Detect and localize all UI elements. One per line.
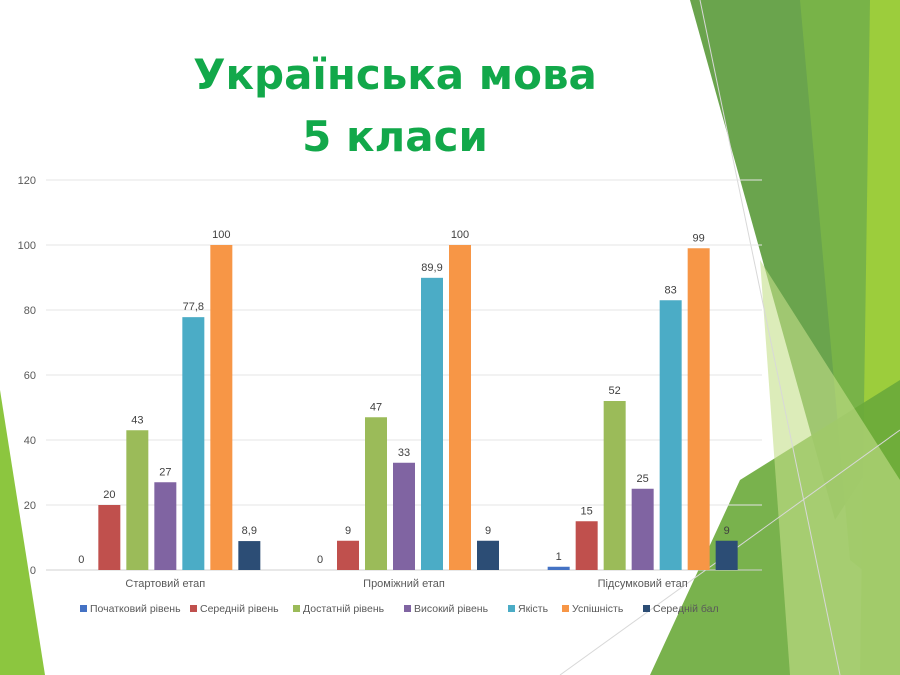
light-green-shape <box>760 260 900 675</box>
bar-0-2 <box>547 566 570 570</box>
bar-3-1 <box>393 462 415 570</box>
bar-1-1 <box>337 540 359 570</box>
bar-5-2 <box>687 248 710 570</box>
bar-4-0 <box>182 317 205 570</box>
data-label: 25 <box>637 473 649 485</box>
y-tick-label: 0 <box>30 565 36 577</box>
bar-4-2 <box>659 300 682 570</box>
legend-label: Успішність <box>572 603 624 615</box>
data-label: 89,9 <box>421 262 442 274</box>
data-label: 20 <box>103 489 115 501</box>
category-label: Стартовий етап <box>125 578 205 590</box>
bar-3-0 <box>154 482 177 570</box>
bar-2-0 <box>126 430 149 570</box>
bar-5-0 <box>210 245 233 570</box>
bar-2-1 <box>365 417 387 570</box>
data-label: 43 <box>131 414 143 426</box>
legend-swatch-5 <box>562 605 569 612</box>
data-label: 52 <box>609 385 621 397</box>
bar-6-1 <box>477 540 499 570</box>
bar-1-2 <box>575 521 598 570</box>
y-tick-label: 40 <box>24 435 36 447</box>
y-tick-label: 80 <box>24 305 36 317</box>
y-tick-label: 20 <box>24 500 36 512</box>
category-label: Підсумковий етап <box>598 578 688 590</box>
legend-swatch-2 <box>293 605 300 612</box>
legend-swatch-6 <box>643 605 650 612</box>
data-label: 47 <box>370 401 382 413</box>
data-label: 100 <box>212 229 230 241</box>
legend-swatch-4 <box>508 605 515 612</box>
data-label: 9 <box>485 525 491 537</box>
slide-title-line1: Українська мова <box>193 50 597 99</box>
legend-swatch-1 <box>190 605 197 612</box>
legend-label: Середній бал <box>653 603 719 615</box>
data-label: 77,8 <box>183 301 204 313</box>
data-label: 100 <box>451 229 469 241</box>
data-label: 0 <box>78 554 84 566</box>
legend-swatch-3 <box>404 605 411 612</box>
y-tick-label: 100 <box>18 240 36 252</box>
category-label: Проміжний етап <box>363 578 445 590</box>
bar-1-0 <box>98 505 121 570</box>
data-label: 15 <box>581 505 593 517</box>
legend-swatch-0 <box>80 605 87 612</box>
legend-label: Початковий рівень <box>90 603 181 615</box>
data-label: 9 <box>345 525 351 537</box>
bar-5-1 <box>449 245 471 570</box>
data-label: 27 <box>159 466 171 478</box>
legend-label: Середній рівень <box>200 603 279 615</box>
y-tick-label: 120 <box>18 175 36 187</box>
legend-label: Достатній рівень <box>303 603 385 615</box>
data-label: 83 <box>665 284 677 296</box>
bar-6-2 <box>715 540 738 570</box>
legend-label: Високий рівень <box>414 603 489 615</box>
legend-label: Якість <box>518 603 549 615</box>
data-label: 33 <box>398 447 410 459</box>
bar-3-2 <box>631 488 654 570</box>
bar-4-1 <box>421 277 443 570</box>
data-label: 8,9 <box>242 525 257 537</box>
data-label: 1 <box>556 551 562 563</box>
bar-6-0 <box>238 541 261 570</box>
left-green-triangle <box>0 390 45 675</box>
slide-title-line2: 5 класи <box>302 112 488 161</box>
data-label: 99 <box>693 232 705 244</box>
bar-2-2 <box>603 401 626 570</box>
data-label: 0 <box>317 554 323 566</box>
data-label: 9 <box>724 525 730 537</box>
y-tick-label: 60 <box>24 370 36 382</box>
